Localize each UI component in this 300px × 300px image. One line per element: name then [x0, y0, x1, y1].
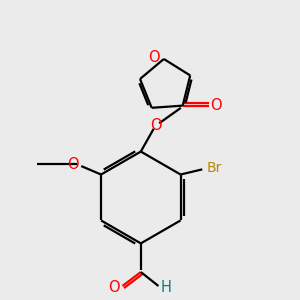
Text: O: O: [211, 98, 222, 113]
Text: Br: Br: [207, 161, 222, 175]
Text: O: O: [67, 157, 78, 172]
Text: O: O: [148, 50, 159, 65]
Text: O: O: [108, 280, 120, 295]
Text: H: H: [160, 280, 171, 295]
Text: O: O: [150, 118, 162, 133]
